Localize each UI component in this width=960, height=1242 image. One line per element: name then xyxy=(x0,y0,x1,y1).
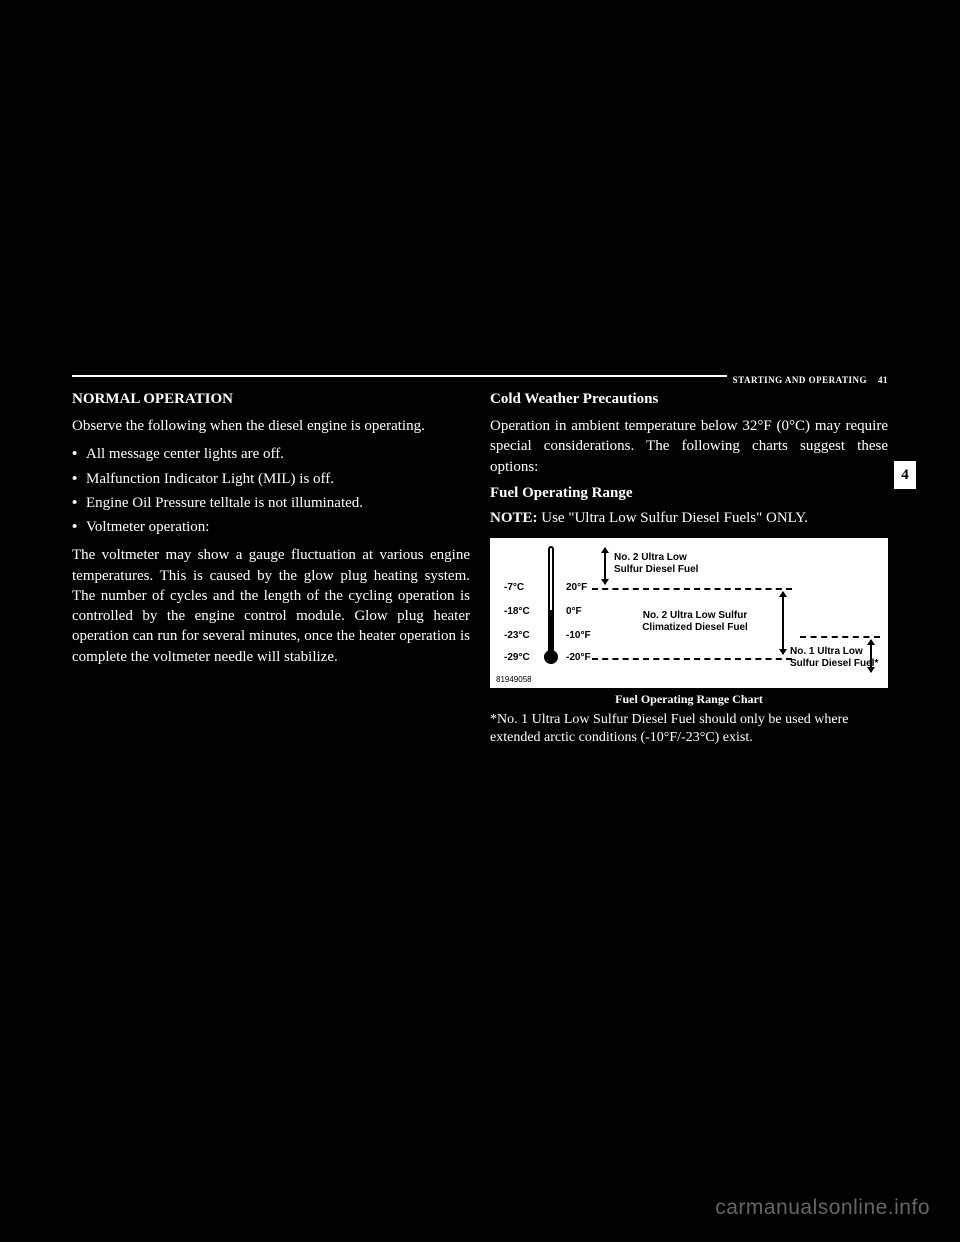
temp-c-2: -23°C xyxy=(504,630,530,641)
chapter-tab: 4 xyxy=(894,461,916,489)
fuel-range-heading: Fuel Operating Range xyxy=(490,485,888,502)
fuel-label-top: No. 2 Ultra LowSulfur Diesel Fuel xyxy=(614,552,714,575)
list-item: Malfunction Indicator Light (MIL) is off… xyxy=(72,469,470,489)
columns: NORMAL OPERATION Observe the following w… xyxy=(72,391,888,747)
temp-f-1: 0°F xyxy=(566,606,582,617)
arrow-icon xyxy=(604,548,606,584)
right-intro: Operation in ambient temperature below 3… xyxy=(490,416,888,477)
voltmeter-para: The voltmeter may show a gauge fluctuati… xyxy=(72,545,470,667)
watermark: carmanualsonline.info xyxy=(715,1196,930,1220)
temp-f-2: -10°F xyxy=(566,630,591,641)
header-rule: STARTING AND OPERATING 41 xyxy=(72,375,888,377)
dashed-line xyxy=(800,636,880,638)
thermometer-icon xyxy=(544,546,558,664)
cold-weather-heading: Cold Weather Precautions xyxy=(490,391,888,408)
left-column: NORMAL OPERATION Observe the following w… xyxy=(72,391,470,747)
list-item: Voltmeter operation: xyxy=(72,517,470,537)
temp-f-0: 20°F xyxy=(566,582,587,593)
list-item: All message center lights are off. xyxy=(72,444,470,464)
fuel-label-mid: No. 2 Ultra Low SulfurClimatized Diesel … xyxy=(630,610,760,633)
bullet-list: All message center lights are off. Malfu… xyxy=(72,444,470,537)
temp-c-1: -18°C xyxy=(504,606,530,617)
chart-caption: Fuel Operating Range Chart xyxy=(490,692,888,707)
fuel-range-chart: -7°C 20°F -18°C 0°F -23°C -10°F -29°C -2… xyxy=(490,538,888,688)
dashed-line xyxy=(592,658,792,660)
dashed-line xyxy=(592,588,792,590)
temp-c-3: -29°C xyxy=(504,652,530,663)
note-text: Use "Ultra Low Sulfur Diesel Fuels" ONLY… xyxy=(538,510,808,526)
header-text: STARTING AND OPERATING 41 xyxy=(727,375,888,385)
temp-c-0: -7°C xyxy=(504,582,524,593)
note-line: NOTE: Use "Ultra Low Sulfur Diesel Fuels… xyxy=(490,508,888,528)
normal-operation-heading: NORMAL OPERATION xyxy=(72,391,470,408)
left-intro: Observe the following when the diesel en… xyxy=(72,416,470,436)
fuel-label-bottom: No. 1 Ultra LowSulfur Diesel Fuel* xyxy=(790,646,882,669)
right-column: Cold Weather Precautions Operation in am… xyxy=(490,391,888,747)
temp-f-3: -20°F xyxy=(566,652,591,663)
page-content: STARTING AND OPERATING 41 4 NORMAL OPERA… xyxy=(72,375,888,747)
arrow-icon xyxy=(782,592,784,654)
list-item: Engine Oil Pressure telltale is not illu… xyxy=(72,493,470,513)
section-name: STARTING AND OPERATING xyxy=(733,375,867,385)
page-number: 41 xyxy=(878,375,888,385)
chart-id: 81949058 xyxy=(496,675,532,684)
note-label: NOTE: xyxy=(490,510,538,526)
chart-footnote: *No. 1 Ultra Low Sulfur Diesel Fuel shou… xyxy=(490,711,888,747)
